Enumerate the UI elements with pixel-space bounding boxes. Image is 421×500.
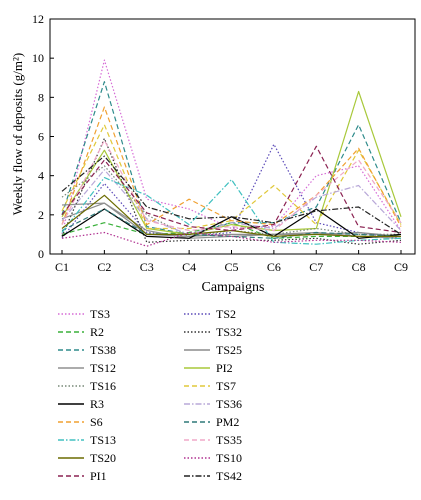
- legend-label: TS32: [216, 325, 242, 339]
- y-tick-label: 12: [32, 12, 44, 26]
- legend-item-ts35: TS35: [184, 433, 242, 447]
- legend-item-pi1: PI1: [58, 469, 107, 483]
- legend-label: TS3: [90, 307, 110, 321]
- legend-item-ts42: TS42: [184, 469, 242, 483]
- series-line-ts35: [61, 139, 402, 232]
- legend-item-ts25: TS25: [184, 343, 242, 357]
- x-tick-label: C9: [394, 260, 408, 274]
- series-line-ts25: [61, 202, 402, 237]
- x-tick-label: C3: [140, 260, 154, 274]
- legend-item-ts36: TS36: [184, 397, 242, 411]
- x-tick-label: C2: [97, 260, 111, 274]
- legend-label: PM2: [216, 415, 239, 429]
- series-line-r2: [61, 222, 402, 239]
- x-tick-label: C1: [55, 260, 69, 274]
- series-line-pm2: [61, 208, 402, 239]
- legend-item-s6: S6: [58, 415, 103, 429]
- legend-item-ts10: TS10: [184, 451, 242, 465]
- legend-item-ts32: TS32: [184, 325, 242, 339]
- legend-item-r2: R2: [58, 325, 104, 339]
- legend-item-ts13: TS13: [58, 433, 116, 447]
- series-line-ts12: [61, 202, 402, 239]
- x-tick-label: C6: [267, 260, 281, 274]
- y-tick-label: 0: [38, 247, 44, 261]
- x-axis-label: Campaigns: [202, 280, 265, 295]
- legend-label: PI1: [90, 469, 107, 483]
- legend-item-ts16: TS16: [58, 379, 116, 393]
- legend-label: TS2: [216, 307, 236, 321]
- legend-label: TS10: [216, 451, 242, 465]
- y-tick-label: 4: [38, 169, 44, 183]
- series-line-pi1: [61, 145, 402, 234]
- legend-label: TS7: [216, 379, 236, 393]
- legend-item-pi2: PI2: [184, 361, 233, 375]
- legend-label: TS36: [216, 397, 242, 411]
- legend-label: TS38: [90, 343, 116, 357]
- x-tick-label: C7: [309, 260, 323, 274]
- legend-item-pm2: PM2: [184, 415, 239, 429]
- series-line-ts16: [61, 165, 401, 237]
- legend-label: R2: [90, 325, 104, 339]
- x-tick-label: C4: [182, 260, 196, 274]
- series-line-pi2: [61, 90, 402, 235]
- series-line-ts10: [61, 231, 402, 247]
- y-axis-label: Weekly flow of deposits (g/m²): [10, 53, 25, 215]
- legend-item-r3: R3: [58, 397, 104, 411]
- y-tick-label: 10: [32, 51, 44, 65]
- series-line-ts32: [61, 137, 402, 245]
- legend: TS3 TS2 R2 TS32 TS38 TS25 TS12 PI2 TS16 TS7 R3 TS36…: [58, 307, 242, 483]
- legend-item-ts12: TS12: [58, 361, 116, 375]
- legend-label: TS20: [90, 451, 116, 465]
- axes: 0 2 4 6 8 10 12 C1 C2 C3 C4 C5 C6 C7 C8 C9: [32, 12, 416, 274]
- legend-item-ts2: TS2: [184, 307, 236, 321]
- legend-label: TS42: [216, 469, 242, 483]
- y-tick-label: 6: [38, 130, 44, 144]
- y-tick-label: 8: [38, 90, 44, 104]
- legend-label: TS13: [90, 433, 116, 447]
- legend-item-ts3: TS3: [58, 307, 110, 321]
- y-tick-label: 2: [38, 208, 44, 222]
- series-line-ts3: [61, 59, 402, 235]
- series-line-ts42: [61, 155, 402, 235]
- legend-label: S6: [90, 415, 103, 429]
- series-line-ts13: [61, 177, 402, 245]
- series-line-s6: [61, 106, 402, 227]
- series-layer: [61, 59, 402, 247]
- legend-label: R3: [90, 397, 104, 411]
- legend-label: TS16: [90, 379, 116, 393]
- series-line-ts36: [61, 169, 402, 235]
- legend-label: TS35: [216, 433, 242, 447]
- x-tick-label: C5: [224, 260, 238, 274]
- legend-label: PI2: [216, 361, 233, 375]
- x-tick-label: C8: [352, 260, 366, 274]
- plot-frame: [49, 18, 416, 255]
- legend-item-ts38: TS38: [58, 343, 116, 357]
- legend-label: TS25: [216, 343, 242, 357]
- legend-item-ts20: TS20: [58, 451, 116, 465]
- legend-label: TS12: [90, 361, 116, 375]
- legend-item-ts7: TS7: [184, 379, 236, 393]
